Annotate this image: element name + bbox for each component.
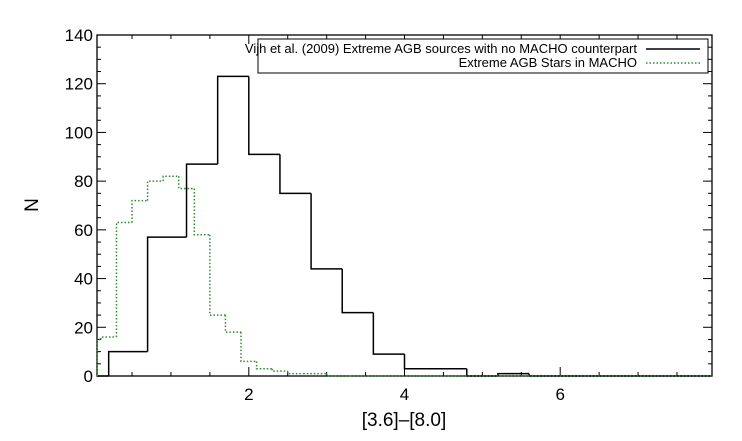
histogram-bin bbox=[279, 154, 312, 195]
histogram-bin bbox=[131, 199, 148, 223]
histogram-bin bbox=[216, 75, 249, 165]
x-tick-label: 2 bbox=[244, 385, 253, 404]
histogram-bin bbox=[325, 373, 351, 377]
histogram-bin bbox=[96, 338, 101, 376]
histogram-bin bbox=[185, 163, 218, 238]
y-tick-label: 100 bbox=[65, 123, 93, 142]
plot-frame bbox=[96, 34, 713, 377]
y-tick-label: 0 bbox=[84, 367, 93, 386]
histogram-bin bbox=[240, 332, 257, 363]
legend-label-macho: Extreme AGB Stars in MACHO bbox=[459, 55, 637, 70]
histogram-bin bbox=[271, 368, 288, 372]
y-tick-label: 40 bbox=[74, 270, 93, 289]
histogram-bin bbox=[286, 371, 304, 375]
series-1 bbox=[96, 175, 712, 377]
legend: Vijh et al. (2009) Extreme AGB sources w… bbox=[245, 38, 709, 74]
histogram-bin bbox=[372, 312, 405, 355]
legend-label-vijh: Vijh et al. (2009) Extreme AGB sources w… bbox=[245, 41, 637, 56]
y-tick-label: 80 bbox=[74, 172, 93, 191]
histogram-bin bbox=[255, 361, 273, 370]
histogram-bin bbox=[146, 236, 187, 352]
legend-box bbox=[257, 38, 709, 74]
x-tick-label: 6 bbox=[555, 385, 564, 404]
histogram-bin bbox=[528, 373, 561, 377]
y-tick-label: 140 bbox=[65, 26, 93, 45]
histogram-bin bbox=[310, 193, 343, 270]
series-0 bbox=[97, 75, 712, 377]
histogram-bin bbox=[193, 188, 210, 236]
histogram-bin bbox=[341, 268, 374, 314]
histogram-bin bbox=[497, 372, 530, 376]
y-tick-label: 120 bbox=[65, 75, 93, 94]
histogram-bin bbox=[100, 336, 117, 340]
histogram-bin bbox=[403, 354, 467, 370]
y-axis-label: N bbox=[22, 198, 43, 212]
histogram-bin bbox=[224, 315, 242, 333]
y-tick-label: 20 bbox=[74, 318, 93, 337]
axis-ticks bbox=[97, 34, 712, 377]
histogram-bin bbox=[177, 176, 195, 190]
histogram-bin bbox=[146, 180, 164, 201]
x-axis-label: [3.6]–[8.0] bbox=[362, 410, 447, 431]
histogram-bin bbox=[107, 350, 148, 376]
histogram-bin bbox=[209, 234, 226, 316]
tick-labels: 0 20 40 60 80 100 120 140 2 4 6 bbox=[65, 26, 565, 404]
x-tick-label: 4 bbox=[400, 385, 409, 404]
histogram-bin bbox=[115, 221, 133, 338]
y-tick-label: 60 bbox=[74, 221, 93, 240]
series-layer bbox=[96, 75, 712, 377]
histogram-bin bbox=[162, 175, 179, 182]
histogram-bin bbox=[248, 76, 280, 156]
